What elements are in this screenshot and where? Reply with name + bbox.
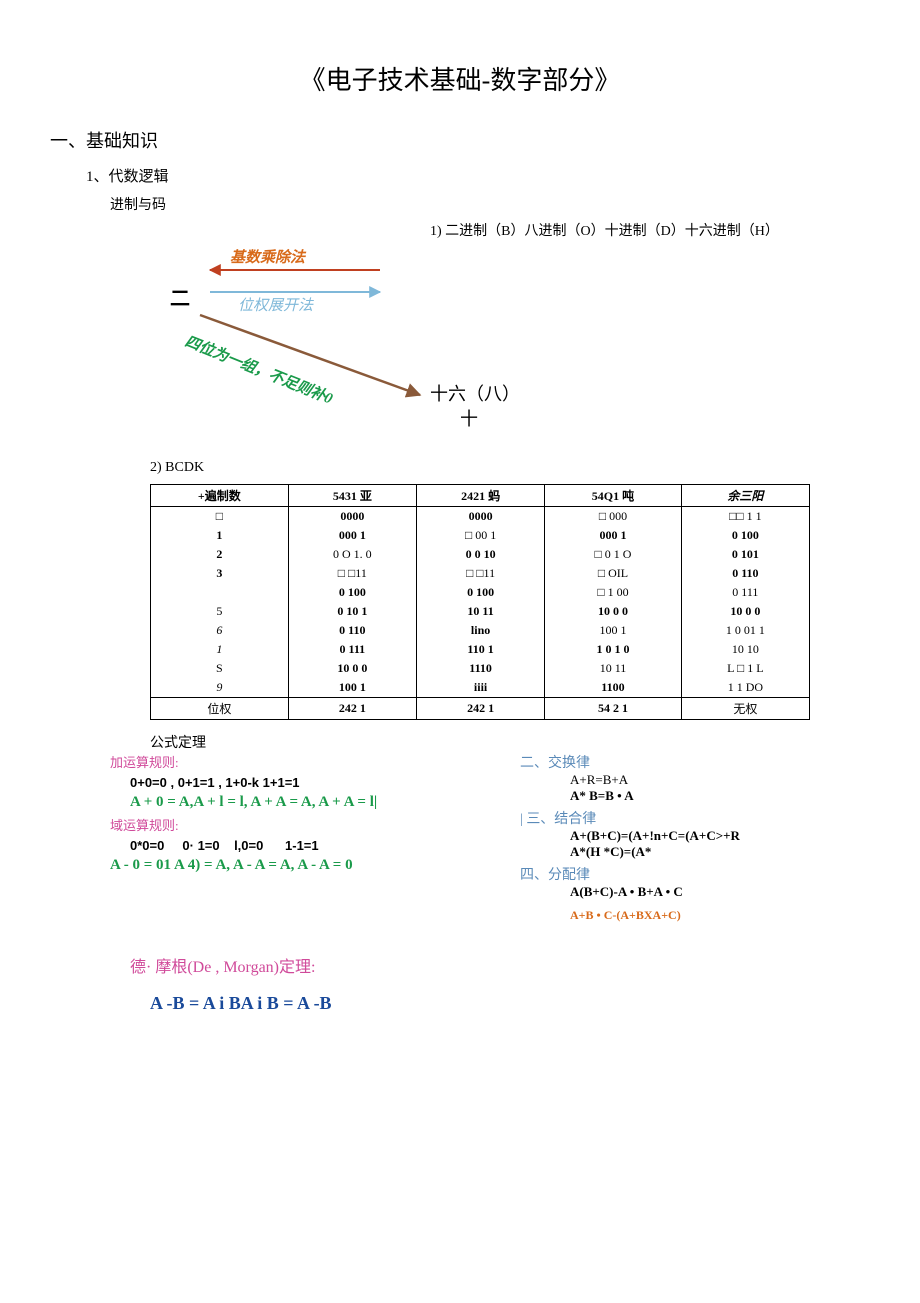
diagram-two-label: 二 — [170, 282, 190, 311]
table-header: 54Q1 吨 — [545, 485, 681, 507]
add-rule-line1: 0+0=0 , 0+1=1 , 1+0-k 1+1=1 — [130, 775, 490, 790]
law4-line1: A(B+C)-A • B+A • C — [570, 884, 860, 900]
table-cell: 0 O 1. 0 — [288, 545, 416, 564]
table-cell: 1 0 1 0 — [545, 640, 681, 659]
table-cell: 000 1 — [288, 526, 416, 545]
table-cell: 0 101 — [681, 545, 809, 564]
law3-line2: A*(H *C)=(A* — [570, 844, 860, 860]
diagram-arrows-svg — [110, 220, 510, 440]
table-cell: 0 100 — [681, 526, 809, 545]
diagram-red-label: 基数乘除法 — [230, 246, 305, 267]
table-cell: □ OIL — [545, 564, 681, 583]
section-1-heading: 一、基础知识 — [50, 127, 870, 153]
table-cell: 6 — [151, 621, 289, 640]
law3-title: | 三、结合律 — [520, 808, 860, 828]
table-footer: 242 1 — [416, 698, 544, 720]
table-cell: lino — [416, 621, 544, 640]
table-header: 余三阳 — [681, 485, 809, 507]
table-header: +遍制数 — [151, 485, 289, 507]
mul-rule-line2: A - 0 = 01 A 4) = A, A - A = A, A - A = … — [110, 857, 490, 874]
law2-line2: A* B=B • A — [570, 788, 860, 804]
table-footer: 242 1 — [288, 698, 416, 720]
table-cell: 0 110 — [288, 621, 416, 640]
law4-title: 四、分配律 — [520, 864, 860, 884]
table-cell: □ 000 — [545, 507, 681, 527]
table-footer: 54 2 1 — [545, 698, 681, 720]
table-cell: 0 111 — [681, 583, 809, 602]
table-cell: L □ 1 L — [681, 659, 809, 678]
demorgan-equation: A -B = A i BA i B = A -B — [150, 993, 870, 1014]
formulas-columns: 加运算规则: 0+0=0 , 0+1=1 , 1+0-k 1+1=1 A + 0… — [110, 752, 870, 923]
table-cell: 0000 — [288, 507, 416, 527]
table-cell: 100 1 — [288, 678, 416, 698]
table-footer: 位权 — [151, 698, 289, 720]
formulas-right-column: 二、交换律 A+R=B+A A* B=B • A | 三、结合律 A+(B+C)… — [520, 752, 860, 923]
table-cell: □ □11 — [288, 564, 416, 583]
table-cell: 10 0 0 — [288, 659, 416, 678]
diagram-blue-label: 位权展开法 — [238, 294, 313, 315]
table-cell: iiii — [416, 678, 544, 698]
table-cell: □ □11 — [416, 564, 544, 583]
table-cell: 100 1 — [545, 621, 681, 640]
table-cell: 10 0 0 — [545, 602, 681, 621]
table-cell: 1110 — [416, 659, 544, 678]
table-cell: 0 110 — [681, 564, 809, 583]
table-cell: □ — [151, 507, 289, 527]
table-cell: 10 10 — [681, 640, 809, 659]
table-cell: 5 — [151, 602, 289, 621]
law2-title: 二、交换律 — [520, 752, 860, 772]
add-rule-title: 加运算规则: — [110, 752, 490, 771]
table-cell: □ 00 1 — [416, 526, 544, 545]
table-cell: 1 — [151, 526, 289, 545]
section-1-1-heading: 1、代数逻辑 — [86, 165, 870, 186]
table-cell — [151, 583, 289, 602]
table-cell: 0 100 — [288, 583, 416, 602]
table-cell: 10 11 — [416, 602, 544, 621]
table-cell: □ 0 1 O — [545, 545, 681, 564]
table-footer: 无权 — [681, 698, 809, 720]
page-title: 《电子技术基础-数字部分》 — [50, 60, 870, 97]
table-cell: 9 — [151, 678, 289, 698]
table-cell: 0 111 — [288, 640, 416, 659]
mul-rule-title: 域运算规则: — [110, 815, 490, 834]
table-cell: 0000 — [416, 507, 544, 527]
table-cell: □ 1 00 — [545, 583, 681, 602]
diagram-ten-label: 十 — [460, 405, 478, 431]
formulas-heading: 公式定理 — [150, 732, 870, 752]
bcd-table: +遍制数 5431 亚 2421 蚂 54Q1 吨 余三阳 □ 0000 000… — [150, 484, 810, 720]
table-cell: 10 0 0 — [681, 602, 809, 621]
table-cell: 1 1 DO — [681, 678, 809, 698]
table-cell: 3 — [151, 564, 289, 583]
table-cell: 0 0 10 — [416, 545, 544, 564]
table-cell: 1 — [151, 640, 289, 659]
table-cell: □□ 1 1 — [681, 507, 809, 527]
mul-rule-line1: 0*0=0 0· 1=0 l,0=0 1-1=1 — [130, 838, 490, 853]
section-1-1-a-heading: 进制与码 — [110, 194, 870, 214]
demorgan-title: 德· 摩根(De , Morgan)定理: — [130, 953, 870, 977]
conversion-diagram: 1) 二进制（B）八进制（O）十进制（D）十六进制（H） 二 基数乘除法 位权展… — [110, 220, 870, 440]
table-cell: 0 10 1 — [288, 602, 416, 621]
table-cell: 10 11 — [545, 659, 681, 678]
table-cell: 2 — [151, 545, 289, 564]
table-header: 2421 蚂 — [416, 485, 544, 507]
table-cell: 1 0 01 1 — [681, 621, 809, 640]
law3-line1: A+(B+C)=(A+!n+C=(A+C>+R — [570, 828, 860, 844]
law2-line1: A+R=B+A — [570, 772, 860, 788]
add-rule-line2: A + 0 = A,A + l = l, A + A = A, A + A = … — [130, 794, 490, 811]
law4-line2: A+B • C-(A+BXA+C) — [570, 908, 860, 923]
formulas-left-column: 加运算规则: 0+0=0 , 0+1=1 , 1+0-k 1+1=1 A + 0… — [110, 752, 490, 923]
table-cell: 000 1 — [545, 526, 681, 545]
bcdk-label: 2) BCDK — [150, 460, 870, 476]
table-cell: 110 1 — [416, 640, 544, 659]
table-header: 5431 亚 — [288, 485, 416, 507]
table-cell: S — [151, 659, 289, 678]
table-cell: 0 100 — [416, 583, 544, 602]
diagram-sixteen-label: 十六（八） — [430, 380, 520, 406]
table-cell: 1100 — [545, 678, 681, 698]
